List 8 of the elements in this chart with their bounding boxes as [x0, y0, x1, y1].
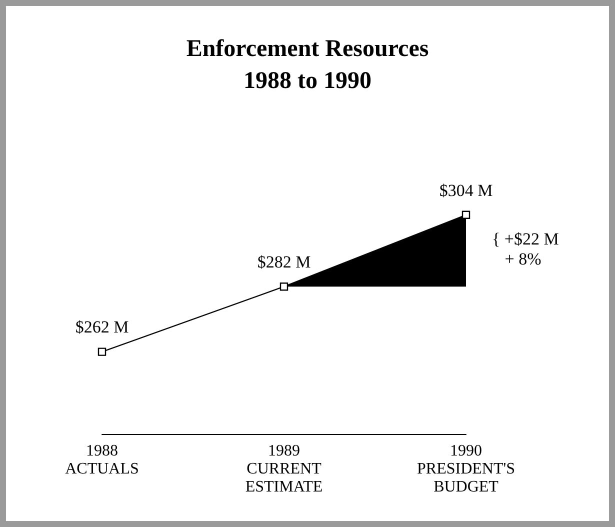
data-label: $304 M [439, 180, 493, 200]
data-label: $282 M [257, 252, 311, 272]
chart-title: Enforcement Resources 1988 to 1990 [186, 36, 429, 94]
x-tick-label: 1988 ACTUALS [65, 442, 139, 478]
x-tick-label: 1989 CURRENT ESTIMATE [245, 442, 323, 496]
x-tick-label: 1990 PRESIDENT'S BUDGET [416, 442, 516, 496]
annotation: { +$22 M + 8% [492, 229, 559, 268]
data-label: $262 M [75, 318, 129, 337]
